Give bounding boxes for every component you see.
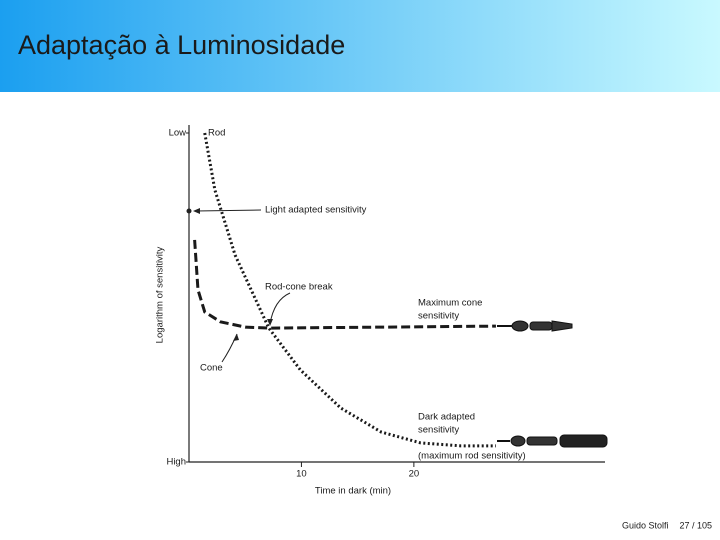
annotation: sensitivity [418,311,459,322]
y-tick-label: High [166,457,186,468]
annotation: sensitivity [418,425,459,436]
arrowhead [193,208,200,214]
y-axis-label: Logarithm of sensitivity [155,246,166,343]
y-tick-label: Low [169,128,187,139]
annotation: Maximum cone [418,298,482,309]
arrowhead [233,334,239,341]
arrowhead [267,319,273,326]
cone-icon [497,320,573,332]
x-axis-label: Time in dark (min) [315,486,391,497]
light-adapted-point [186,208,192,214]
series-label: Cone [200,363,223,374]
arrow [195,209,262,212]
series-line [203,132,496,448]
annotation: Dark adapted [418,412,475,423]
annotation: (maximum rod sensitivity) [418,451,526,462]
x-tick-label: 10 [296,469,307,480]
x-tick-label: 20 [409,469,420,480]
series-label: Rod [208,128,225,139]
header-band [0,0,720,92]
footer-author: Guido Stolfi [622,520,669,530]
annotation: Light adapted sensitivity [265,205,367,216]
series-line [193,239,496,330]
slide-title: Adaptação à Luminosidade [18,30,345,60]
rod-icon [497,434,608,448]
footer-page: 27 / 105 [679,520,712,530]
annotation: Rod-cone break [265,282,333,293]
arrow [269,292,291,325]
